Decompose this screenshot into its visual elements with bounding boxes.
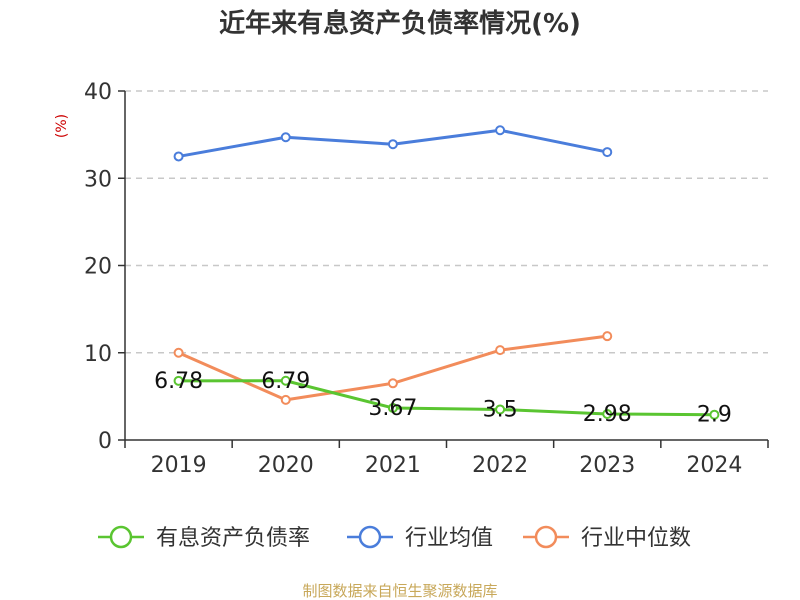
y-tick-label: 10 [84, 342, 112, 367]
axes: 0 10 20 30 40 2019 2020 2021 2022 2023 2024 [84, 80, 769, 478]
series-line-2 [177, 334, 608, 402]
y-tick-label: 0 [98, 429, 112, 454]
legend-label: 行业中位数 [581, 526, 691, 551]
x-tick-label: 2020 [258, 453, 314, 478]
legend: 有息资产负债率 行业均值 行业中位数 [98, 525, 691, 551]
legend-item-0[interactable]: 有息资产负债率 [98, 525, 310, 551]
grid [125, 90, 768, 354]
data-label: 2.98 [583, 402, 632, 427]
data-label: 2.9 [697, 403, 732, 428]
legend-label: 有息资产负债率 [156, 526, 310, 551]
legend-marker-icon [358, 525, 382, 549]
series-lines [173, 125, 720, 420]
series-0-point [387, 402, 398, 413]
y-tick-label: 20 [84, 255, 112, 280]
legend-label: 行业均值 [405, 526, 493, 551]
series-0-point [280, 375, 291, 386]
legend-item-2[interactable]: 行业中位数 [523, 525, 691, 551]
series-1-point [387, 139, 398, 150]
series-0-point [495, 404, 506, 415]
x-tick-label: 2023 [579, 453, 635, 478]
series-0-point [602, 408, 613, 419]
series-2-point [602, 331, 613, 342]
legend-marker-icon [109, 525, 133, 549]
y-axis-unit: (%) [54, 114, 70, 138]
chart-title: 近年来有息资产负债率情况(%) [219, 8, 581, 39]
y-tick-label: 30 [84, 167, 112, 192]
data-labels: 6.78 6.79 3.67 3.5 2.98 2.9 [154, 369, 732, 428]
x-tick-label: 2024 [686, 453, 742, 478]
series-1-point [280, 132, 291, 143]
data-label: 3.5 [483, 397, 518, 422]
legend-marker-icon [534, 525, 558, 549]
series-2-point [387, 378, 398, 389]
source-note: 制图数据来自恒生聚源数据库 [302, 582, 497, 600]
series-1-point [495, 125, 506, 136]
data-label: 6.79 [261, 369, 310, 394]
x-tick-label: 2022 [472, 453, 528, 478]
y-tick-label: 40 [84, 80, 112, 105]
x-tick-label: 2019 [151, 453, 207, 478]
x-tick-label: 2021 [365, 453, 421, 478]
data-label: 6.78 [154, 369, 203, 394]
series-1-point [173, 151, 184, 162]
series-1-point [602, 147, 613, 158]
series-2-point [173, 347, 184, 358]
data-label: 3.67 [368, 396, 417, 421]
series-2-point [495, 345, 506, 356]
legend-item-1[interactable]: 行业均值 [347, 525, 493, 551]
series-0-point [173, 375, 184, 386]
series-line-0 [178, 379, 715, 417]
series-0-point [709, 409, 720, 420]
series-2-point [280, 394, 291, 405]
